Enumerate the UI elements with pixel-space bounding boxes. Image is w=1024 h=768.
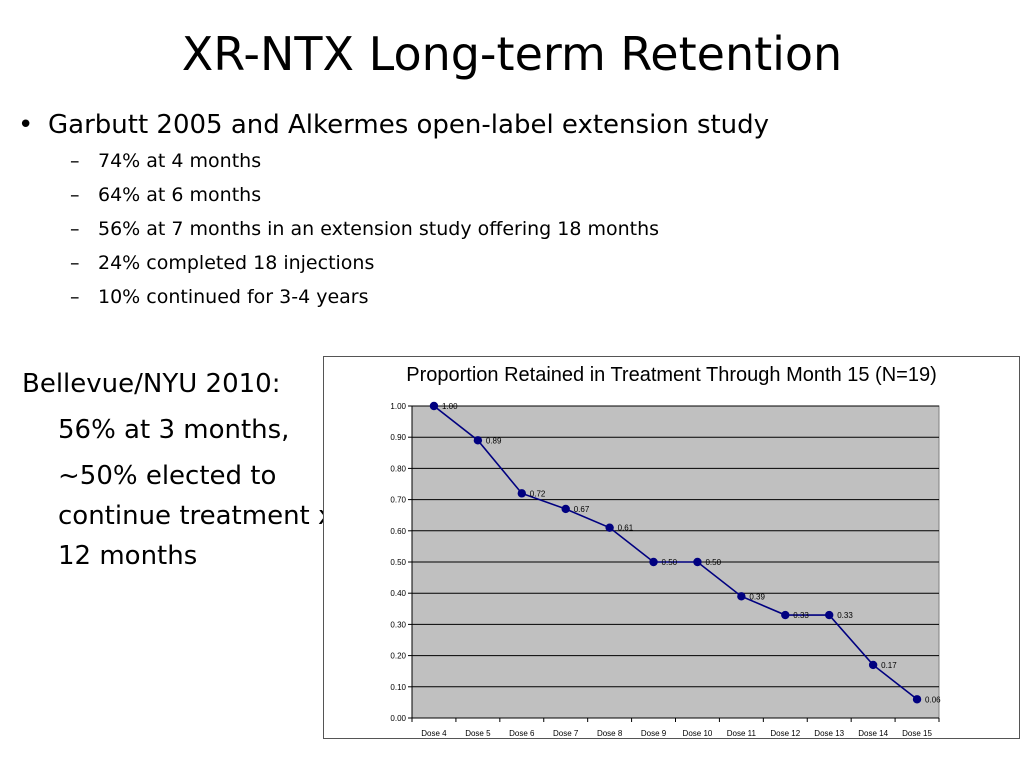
sub-bullet-marker: – <box>70 184 80 206</box>
sub-bullet-item: – 74% at 4 months <box>18 144 998 178</box>
y-tick-label: 0.20 <box>390 652 406 661</box>
y-tick-label: 0.50 <box>390 558 406 567</box>
x-tick-label: Dose 14 <box>858 729 888 738</box>
x-tick-label: Dose 11 <box>727 729 757 738</box>
bullet-marker: • <box>18 110 34 140</box>
x-tick-label: Dose 12 <box>770 729 800 738</box>
sub-bullet-text: 64% at 6 months <box>98 184 262 206</box>
side-heading: Bellevue/NYU 2010: <box>22 369 281 399</box>
sub-bullet-text: 56% at 7 months in an extension study of… <box>98 218 660 240</box>
sub-bullet-marker: – <box>70 286 80 308</box>
x-tick-label: Dose 7 <box>553 729 579 738</box>
sub-bullet-marker: – <box>70 218 80 240</box>
data-label: 0.72 <box>530 489 546 498</box>
data-label: 0.39 <box>749 592 765 601</box>
data-label: 0.33 <box>837 611 853 620</box>
bullet-text: Garbutt 2005 and Alkermes open-label ext… <box>48 110 770 140</box>
bullet-item: • Garbutt 2005 and Alkermes open-label e… <box>18 106 998 144</box>
data-point <box>868 660 878 670</box>
x-tick-label: Dose 6 <box>509 729 535 738</box>
y-tick-label: 0.30 <box>390 620 406 629</box>
x-tick-label: Dose 13 <box>814 729 844 738</box>
data-label: 0.89 <box>486 436 502 445</box>
data-label: 0.17 <box>881 661 897 670</box>
y-tick-label: 0.70 <box>390 496 406 505</box>
y-tick-label: 0.90 <box>390 433 406 442</box>
data-point <box>912 695 922 704</box>
side-line-1: 56% at 3 months, <box>58 415 290 445</box>
y-tick-label: 0.60 <box>390 527 406 536</box>
data-label: 0.61 <box>618 524 634 533</box>
data-point <box>561 504 570 514</box>
sub-bullet-item: – 24% completed 18 injections <box>18 246 998 280</box>
chart-svg: 0.00 0.10 0.20 0.30 0.40 0.50 0.60 0.70 0.80 0.90… <box>390 401 941 738</box>
chart-title: Proportion Retained in Treatment Through… <box>406 364 937 386</box>
sub-bullet-item: – 56% at 7 months in an extension study … <box>18 212 998 246</box>
data-point <box>781 610 790 620</box>
bullet-list: • Garbutt 2005 and Alkermes open-label e… <box>18 106 998 314</box>
y-tick-label: 0.40 <box>390 589 406 598</box>
sub-bullet-item: – 10% continued for 3-4 years <box>18 280 998 314</box>
x-tick-label: Dose 5 <box>465 729 491 738</box>
sub-bullet-text: 10% continued for 3-4 years <box>98 286 369 308</box>
y-tick-label: 0.00 <box>390 714 406 723</box>
data-label: 0.06 <box>925 695 941 704</box>
data-label: 0.67 <box>574 505 590 514</box>
sub-bullet-marker: – <box>70 252 80 274</box>
data-point <box>605 523 614 532</box>
sub-bullet-text: 74% at 4 months <box>98 150 262 172</box>
x-tick-label: Dose 10 <box>683 729 713 738</box>
data-point <box>737 592 746 601</box>
data-point <box>517 489 526 498</box>
data-point <box>825 610 834 620</box>
x-tick-label: Dose 8 <box>597 729 623 738</box>
sub-bullet-marker: – <box>70 150 80 172</box>
side-line-2: ~50% elected to continue treatment x 12 … <box>58 461 334 571</box>
data-point <box>649 557 658 567</box>
data-point <box>429 401 439 411</box>
sub-bullet-item: – 64% at 6 months <box>18 178 998 212</box>
data-label: 0.50 <box>662 558 678 567</box>
data-point <box>473 436 483 445</box>
y-tick-label: 0.10 <box>390 683 406 692</box>
data-label: 0.33 <box>793 611 809 620</box>
x-tick-label: Dose 15 <box>902 729 932 738</box>
x-tick-label: Dose 4 <box>421 729 447 738</box>
sub-bullet-text: 24% completed 18 injections <box>98 252 375 274</box>
y-tick-label: 1.00 <box>390 402 406 411</box>
data-point <box>693 557 702 567</box>
side-text-block: Bellevue/NYU 2010: 56% at 3 months, ~50%… <box>22 364 342 576</box>
retention-chart: 0.00 0.10 0.20 0.30 0.40 0.50 0.60 0.70 0.80 0.90… <box>323 356 1020 739</box>
series-line <box>433 405 918 700</box>
data-label: 1.00 <box>442 402 458 411</box>
y-tick-label: 0.80 <box>390 464 406 473</box>
data-label: 0.50 <box>705 558 721 567</box>
slide-title: XR-NTX Long-term Retention <box>181 27 843 81</box>
x-tick-label: Dose 9 <box>641 729 667 738</box>
